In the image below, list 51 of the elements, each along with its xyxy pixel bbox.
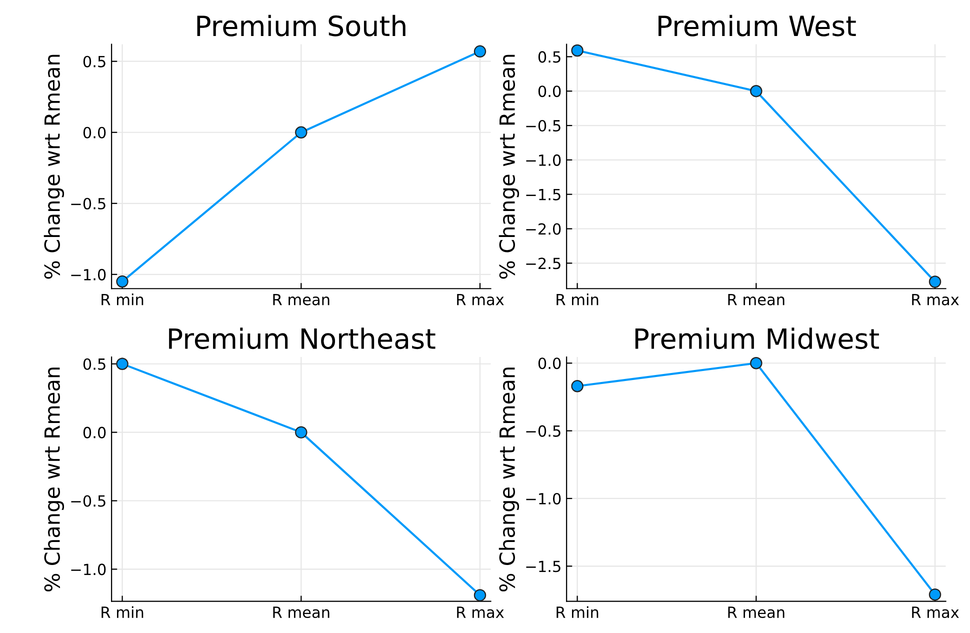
y-tick-label: −1.5 — [526, 560, 560, 572]
y-axis-title: % Change wrt Rmean — [44, 368, 64, 592]
x-tick-label: R mean — [728, 294, 784, 306]
y-tick-label: 0.0 — [83, 426, 106, 438]
y-tick-label: 0.5 — [83, 56, 106, 68]
point — [928, 276, 942, 288]
y-tick-label: 0.0 — [83, 126, 106, 138]
x-tick-label: R min — [102, 606, 144, 618]
x-tick-label: R min — [102, 293, 144, 306]
point — [116, 358, 128, 370]
y-tick-label: −1.5 — [526, 189, 560, 200]
point — [295, 426, 308, 438]
y-tick-label: 0.0 — [538, 358, 561, 370]
point — [571, 380, 584, 392]
y-axis-title: % Change wrt Rmean — [498, 54, 520, 279]
y-tick-label: −0.5 — [71, 495, 106, 507]
x-tick-label: R min — [556, 293, 598, 306]
y-tick-label: −1.0 — [71, 564, 106, 576]
point — [750, 357, 762, 370]
y-tick-label: −2.0 — [526, 223, 561, 235]
chart-title: Premium South — [197, 14, 406, 36]
y-tick-label: 0.0 — [538, 86, 561, 98]
point — [571, 44, 584, 57]
point — [474, 589, 486, 602]
x-tick-label: R max — [457, 294, 504, 306]
y-tick-label: 0.5 — [538, 51, 560, 63]
y-axis-title: % Change wrt Rmean — [498, 368, 520, 592]
chart-title: Premium Midwest — [635, 328, 879, 350]
x-tick-label: R max — [912, 606, 959, 618]
y-tick-label: −0.5 — [526, 120, 560, 132]
point — [295, 126, 308, 138]
point — [928, 588, 942, 601]
y-tick-label: −1.0 — [526, 154, 561, 166]
x-tick-label: R mean — [273, 606, 330, 618]
y-tick-label: −1.0 — [71, 268, 106, 280]
y-tick-label: −0.5 — [71, 198, 106, 210]
x-tick-label: R max — [457, 606, 504, 618]
y-tick-label: −1.0 — [526, 492, 561, 504]
y-axis-title: % Change wrt Rmean — [44, 54, 64, 279]
chart-title: Premium Northeast — [169, 328, 436, 350]
y-tick-label: −0.5 — [526, 425, 560, 437]
y-tick-label: −2.5 — [526, 258, 560, 270]
x-tick-label: R mean — [273, 294, 330, 306]
point — [750, 85, 762, 98]
x-tick-label: R min — [556, 606, 598, 618]
x-tick-label: R mean — [728, 606, 784, 618]
point — [116, 275, 128, 288]
y-tick-label: 0.5 — [83, 358, 106, 370]
point — [474, 45, 486, 58]
chart-title: Premium West — [658, 14, 856, 36]
x-tick-label: R max — [912, 294, 959, 306]
